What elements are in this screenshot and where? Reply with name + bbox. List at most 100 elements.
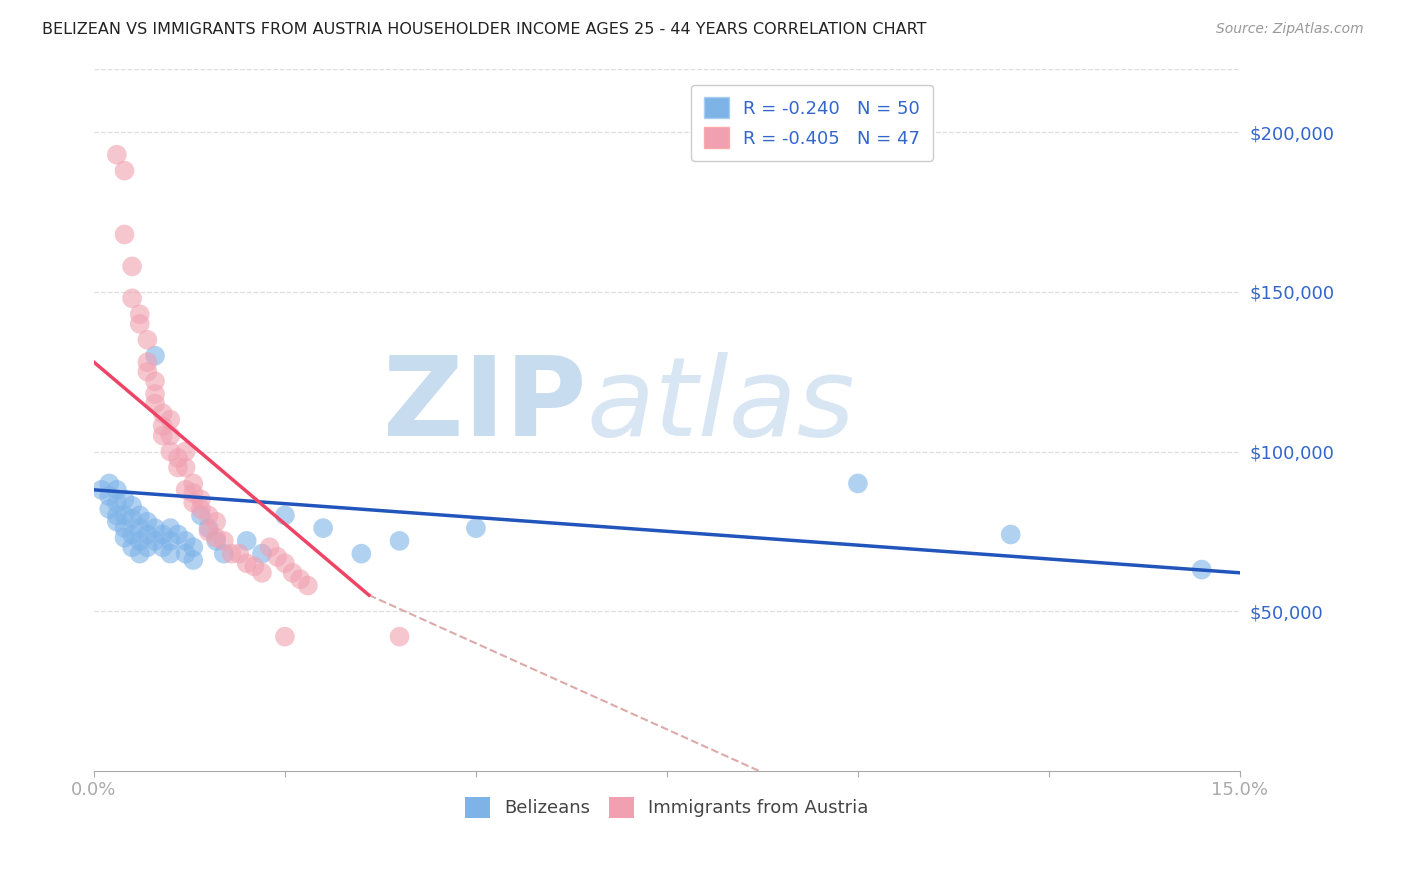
Point — [205, 531, 228, 545]
Point — [143, 533, 166, 548]
Point — [167, 460, 190, 475]
Point — [143, 387, 166, 401]
Point — [388, 630, 411, 644]
Point — [114, 492, 136, 507]
Point — [846, 476, 869, 491]
Point — [350, 547, 373, 561]
Point — [174, 533, 197, 548]
Point — [1191, 563, 1213, 577]
Point — [128, 508, 150, 523]
Point — [136, 333, 159, 347]
Point — [159, 521, 181, 535]
Point — [197, 508, 219, 523]
Point — [136, 527, 159, 541]
Legend: Belizeans, Immigrants from Austria: Belizeans, Immigrants from Austria — [458, 789, 876, 825]
Point — [159, 547, 181, 561]
Point — [205, 515, 228, 529]
Point — [98, 502, 121, 516]
Text: Source: ZipAtlas.com: Source: ZipAtlas.com — [1216, 22, 1364, 37]
Point — [105, 483, 128, 497]
Point — [136, 515, 159, 529]
Point — [197, 521, 219, 535]
Point — [128, 521, 150, 535]
Point — [128, 547, 150, 561]
Point — [159, 428, 181, 442]
Point — [159, 533, 181, 548]
Point — [143, 374, 166, 388]
Text: ZIP: ZIP — [384, 352, 586, 459]
Point — [152, 527, 174, 541]
Point — [235, 533, 257, 548]
Point — [105, 495, 128, 509]
Point — [235, 556, 257, 570]
Point — [174, 460, 197, 475]
Point — [181, 553, 204, 567]
Point — [197, 524, 219, 539]
Point — [174, 483, 197, 497]
Point — [190, 508, 212, 523]
Point — [274, 630, 297, 644]
Point — [98, 476, 121, 491]
Point — [121, 291, 143, 305]
Point — [212, 533, 235, 548]
Point — [90, 483, 112, 497]
Point — [105, 147, 128, 161]
Point — [128, 317, 150, 331]
Point — [114, 227, 136, 242]
Point — [212, 547, 235, 561]
Point — [243, 559, 266, 574]
Point — [388, 533, 411, 548]
Point — [266, 549, 288, 564]
Text: BELIZEAN VS IMMIGRANTS FROM AUSTRIA HOUSEHOLDER INCOME AGES 25 - 44 YEARS CORREL: BELIZEAN VS IMMIGRANTS FROM AUSTRIA HOUS… — [42, 22, 927, 37]
Point — [174, 444, 197, 458]
Point — [250, 566, 273, 580]
Point — [221, 547, 243, 561]
Point — [190, 502, 212, 516]
Point — [181, 476, 204, 491]
Point — [152, 428, 174, 442]
Point — [121, 260, 143, 274]
Point — [136, 365, 159, 379]
Point — [181, 541, 204, 555]
Point — [250, 547, 273, 561]
Point — [128, 307, 150, 321]
Point — [297, 578, 319, 592]
Point — [121, 527, 143, 541]
Point — [121, 511, 143, 525]
Point — [128, 533, 150, 548]
Point — [290, 572, 312, 586]
Point — [167, 527, 190, 541]
Point — [105, 515, 128, 529]
Point — [121, 541, 143, 555]
Point — [181, 486, 204, 500]
Point — [136, 355, 159, 369]
Point — [114, 163, 136, 178]
Point — [174, 547, 197, 561]
Point — [114, 531, 136, 545]
Point — [152, 406, 174, 420]
Point — [159, 444, 181, 458]
Point — [228, 547, 250, 561]
Point — [167, 450, 190, 465]
Point — [1000, 527, 1022, 541]
Point — [136, 541, 159, 555]
Point — [274, 556, 297, 570]
Point — [259, 541, 281, 555]
Point — [114, 521, 136, 535]
Point — [143, 349, 166, 363]
Point — [190, 492, 212, 507]
Point — [98, 489, 121, 503]
Point — [312, 521, 335, 535]
Point — [152, 541, 174, 555]
Point — [281, 566, 304, 580]
Text: atlas: atlas — [586, 352, 855, 459]
Point — [274, 508, 297, 523]
Point — [143, 397, 166, 411]
Point — [205, 533, 228, 548]
Point — [121, 499, 143, 513]
Point — [181, 495, 204, 509]
Point — [152, 419, 174, 434]
Point — [105, 508, 128, 523]
Point — [159, 412, 181, 426]
Point — [114, 508, 136, 523]
